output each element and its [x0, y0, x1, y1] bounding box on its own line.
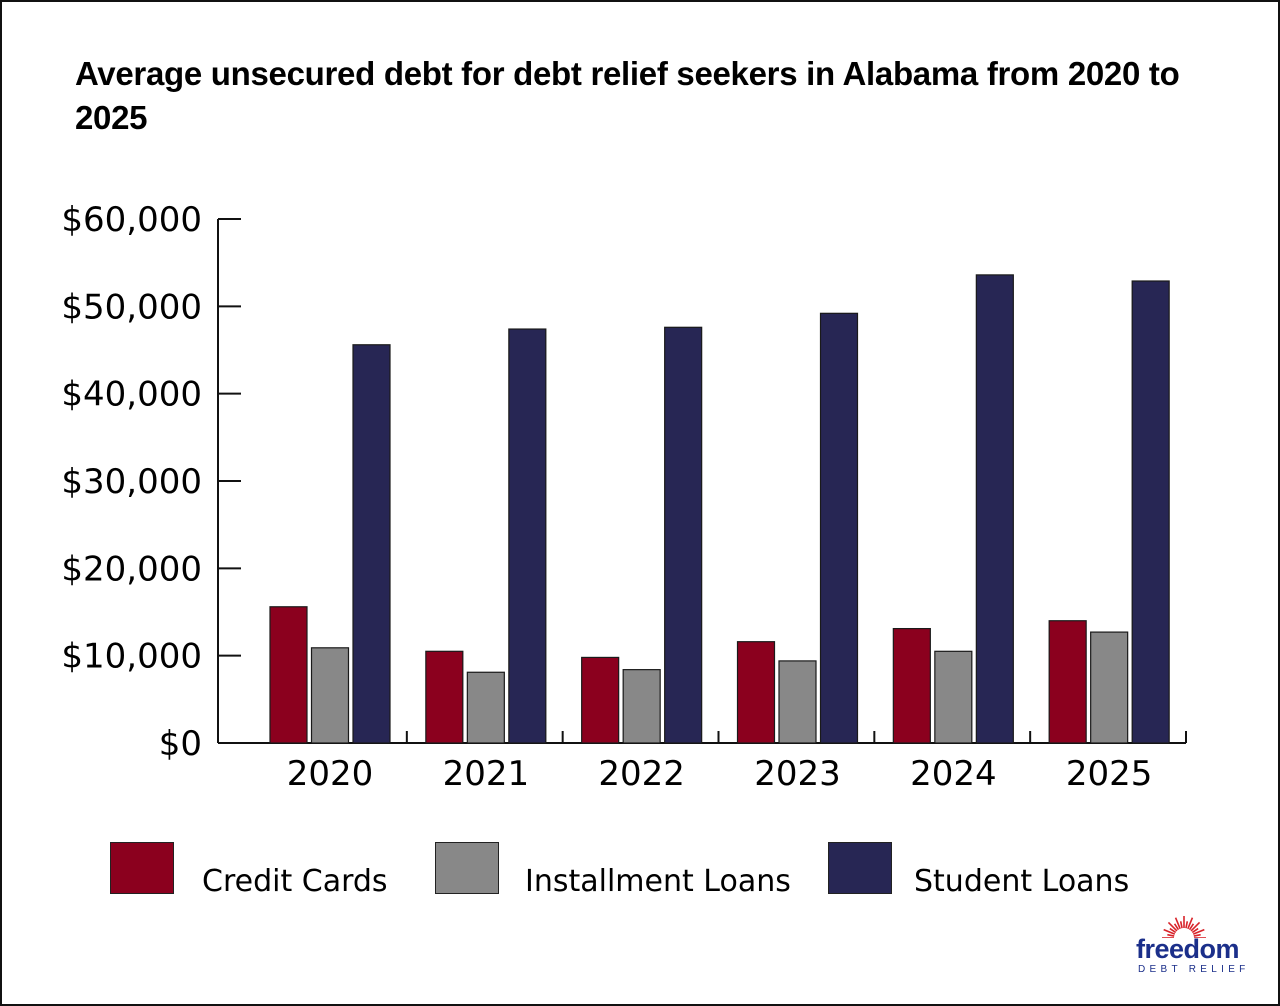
- sunburst-icon: [1162, 916, 1206, 938]
- y-tick-label: $60,000: [61, 200, 202, 240]
- y-tick-label: $10,000: [61, 637, 202, 677]
- bar-credit-cards: [892, 627, 931, 744]
- y-tick-label: $30,000: [61, 462, 202, 502]
- x-tick-label: 2022: [598, 754, 685, 794]
- bar-student-loans: [352, 344, 391, 744]
- bar-installment-loans: [622, 669, 661, 744]
- y-tick-label: $40,000: [61, 375, 202, 415]
- legend-swatch-credit-cards: [110, 842, 174, 894]
- freedom-debt-relief-logo: freedom DEBT RELIEF: [1132, 908, 1272, 980]
- bar-student-loans: [664, 326, 703, 744]
- bar-credit-cards: [736, 641, 776, 744]
- x-tick-label: 2025: [1066, 754, 1153, 794]
- bar-credit-cards: [269, 606, 308, 744]
- logo-tagline: DEBT RELIEF: [1138, 964, 1250, 975]
- bar-student-loans: [975, 274, 1014, 744]
- bar-credit-cards: [581, 656, 620, 744]
- y-tick-label: $50,000: [61, 287, 202, 327]
- logo-wordmark: freedom: [1136, 934, 1240, 964]
- x-tick-label: 2023: [754, 754, 841, 794]
- y-tick-label: $20,000: [61, 549, 202, 589]
- x-tick-label: 2021: [443, 754, 530, 794]
- legend-label: Student Loans: [914, 864, 1130, 899]
- bar-installment-loans: [310, 647, 350, 744]
- legend-swatch-student-loans: [828, 842, 892, 894]
- chart-title: Average unsecured debt for debt relief s…: [75, 55, 1180, 136]
- legend-label: Installment Loans: [525, 864, 791, 899]
- x-tick-label: 2024: [910, 754, 997, 794]
- y-tick-label: $0: [159, 724, 202, 764]
- bar-credit-cards: [1048, 620, 1087, 744]
- bar-student-loans: [508, 328, 547, 744]
- bar-installment-loans: [466, 671, 505, 744]
- bar-installment-loans: [934, 650, 973, 744]
- legend-label: Credit Cards: [202, 864, 388, 899]
- legend-swatch-installment-loans: [435, 842, 499, 894]
- x-tick-label: 2020: [287, 754, 374, 794]
- bar-installment-loans: [778, 660, 817, 744]
- bar-installment-loans: [1090, 631, 1129, 744]
- bar-credit-cards: [425, 650, 464, 744]
- bar-student-loans: [1131, 280, 1170, 744]
- bar-student-loans: [819, 312, 859, 744]
